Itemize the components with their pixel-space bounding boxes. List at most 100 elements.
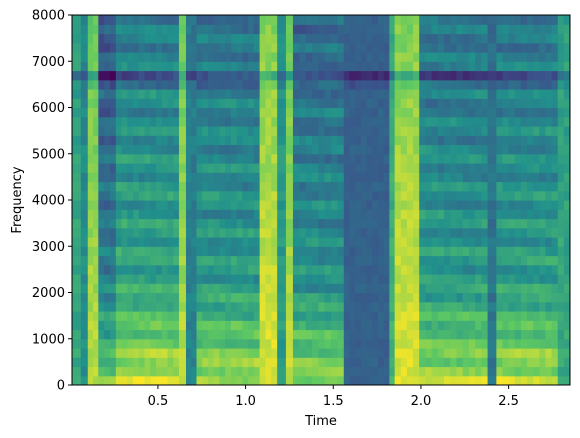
spectrogram-cell [487, 338, 497, 349]
spectrogram-cell [202, 79, 209, 90]
spectrogram-cell [355, 227, 362, 238]
spectrogram-cell [425, 126, 433, 136]
spectrogram-cell [406, 237, 414, 247]
spectrogram-cell [545, 79, 553, 90]
spectrogram-cell [419, 15, 427, 25]
spectrogram-cell [109, 181, 117, 192]
spectrogram-cell [437, 181, 445, 192]
spectrogram-cell [545, 15, 553, 25]
spectrogram-cell [121, 246, 128, 257]
spectrogram-cell [248, 366, 255, 377]
spectrogram-cell [444, 292, 451, 303]
spectrogram-cell [343, 375, 351, 385]
spectrogram-cell [331, 42, 339, 53]
spectrogram-cell [213, 116, 221, 127]
spectrogram-cell [318, 126, 326, 136]
spectrogram-cell [372, 264, 379, 275]
spectrogram-cell [502, 264, 510, 275]
spectrogram-cell [496, 15, 504, 25]
spectrogram-cell [292, 89, 300, 99]
spectrogram-cell [230, 116, 238, 127]
spectrogram-cell [259, 33, 267, 44]
spectrogram-cell [450, 375, 458, 385]
spectrogram-cell [213, 329, 221, 340]
spectrogram-cell [502, 200, 510, 210]
spectrogram-cell [185, 301, 192, 312]
spectrogram-cell [242, 375, 249, 385]
spectrogram-cell [225, 237, 232, 247]
spectrogram-cell [331, 246, 339, 257]
spectrogram-cell [508, 375, 516, 385]
spectrogram-cell [109, 320, 117, 331]
spectrogram-cell [144, 24, 151, 35]
spectrogram-cell [419, 246, 427, 257]
spectrogram-cell [259, 338, 267, 349]
spectrogram-cell [360, 311, 368, 321]
spectrogram-cell [292, 227, 300, 238]
spectrogram-cell [318, 292, 326, 303]
spectrogram-cell [366, 218, 373, 229]
spectrogram-cell [462, 98, 470, 109]
spectrogram-cell [80, 181, 89, 192]
spectrogram-cell [355, 42, 362, 53]
spectrogram-cell [305, 116, 313, 127]
spectrogram-cell [150, 348, 157, 358]
spectrogram-cell [72, 144, 82, 155]
spectrogram-cell [563, 163, 570, 173]
spectrogram-cell [121, 227, 128, 238]
spectrogram-cell [150, 126, 157, 136]
spectrogram-cell [331, 144, 339, 155]
spectrogram-cell [109, 153, 117, 164]
spectrogram-cell [514, 209, 522, 220]
spectrogram-cell [150, 70, 157, 81]
spectrogram-cell [265, 292, 272, 303]
spectrogram-cell [207, 89, 215, 99]
spectrogram-cell [167, 70, 174, 81]
spectrogram-cell [481, 33, 489, 44]
spectrogram-cell [299, 79, 307, 90]
spectrogram-cell [196, 366, 203, 377]
spectrogram-cell [360, 135, 368, 146]
spectrogram-cell [502, 301, 510, 312]
spectrogram-cell [487, 227, 497, 238]
spectrogram-cell [372, 33, 379, 44]
spectrogram-cell [481, 200, 489, 210]
spectrogram-cell [196, 98, 203, 109]
spectrogram-cell [265, 264, 272, 275]
spectrogram-cell [324, 292, 332, 303]
spectrogram-cell [259, 209, 267, 220]
spectrogram-cell [425, 153, 433, 164]
spectrogram-cell [133, 42, 140, 53]
spectrogram-cell [207, 329, 215, 340]
spectrogram-cell [383, 15, 390, 25]
spectrogram-cell [431, 116, 439, 127]
spectrogram-cell [527, 79, 534, 90]
spectrogram-cell [468, 329, 476, 340]
spectrogram-cell [138, 172, 146, 183]
spectrogram-cell [144, 172, 151, 183]
spectrogram-cell [178, 70, 187, 81]
spectrogram-cell [468, 264, 476, 275]
spectrogram-cell [80, 200, 89, 210]
spectrogram-cell [337, 283, 345, 294]
spectrogram-cell [219, 329, 226, 340]
spectrogram-cell [377, 366, 385, 377]
spectrogram-cell [349, 274, 356, 284]
spectrogram-cell [557, 98, 565, 109]
spectrogram-cell [508, 348, 516, 358]
spectrogram-cell [456, 292, 464, 303]
spectrogram-cell [161, 274, 169, 284]
spectrogram-cell [161, 144, 169, 155]
spectrogram-cell [487, 301, 497, 312]
spectrogram-cell [481, 264, 489, 275]
spectrogram-cell [202, 329, 209, 340]
spectrogram-cell [413, 144, 420, 155]
spectrogram-cell [72, 33, 82, 44]
spectrogram-cell [487, 366, 497, 377]
spectrogram-cell [450, 255, 458, 266]
spectrogram-cell [248, 320, 255, 331]
spectrogram-cell [377, 311, 385, 321]
spectrogram-cell [527, 218, 534, 229]
spectrogram-cell [425, 107, 433, 118]
spectrogram-cell [219, 181, 226, 192]
